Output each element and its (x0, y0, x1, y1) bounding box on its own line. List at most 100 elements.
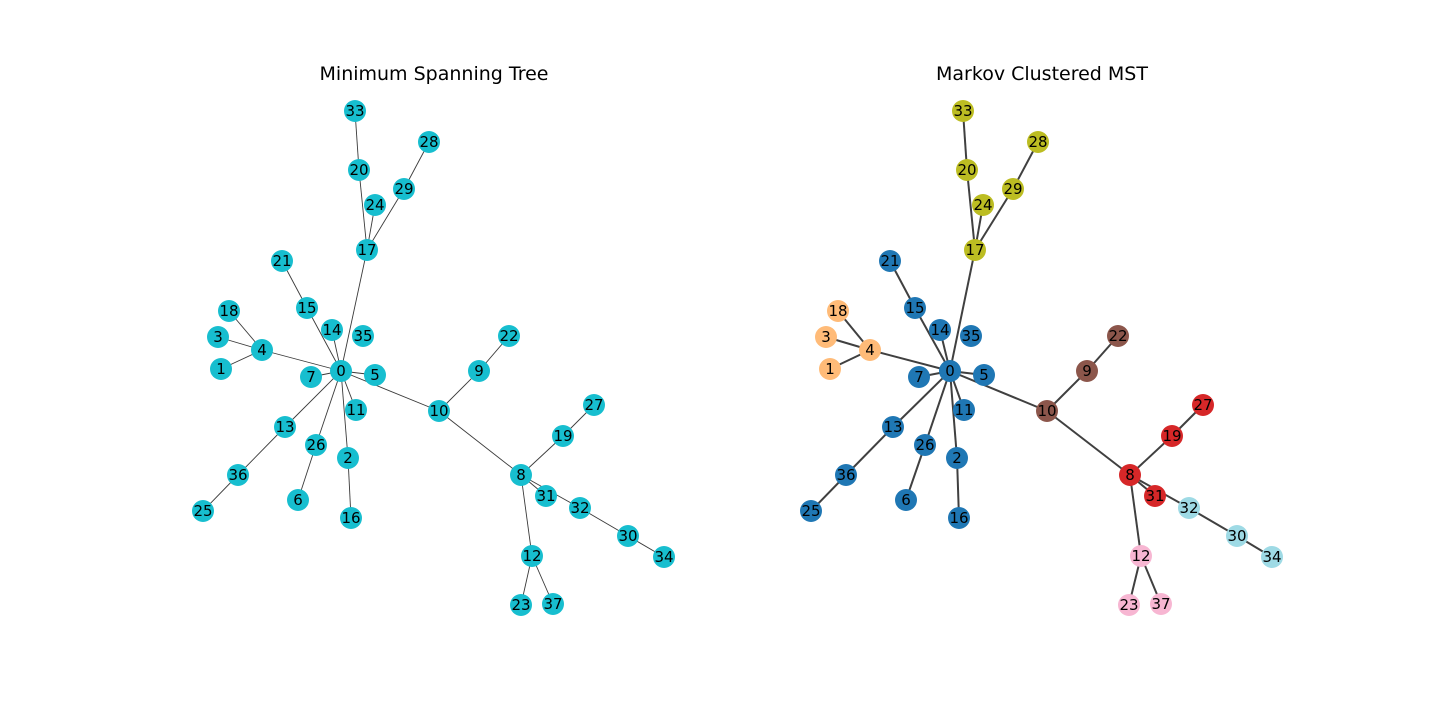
mst-node-16 (340, 507, 362, 529)
mst-panel-title: Minimum Spanning Tree (320, 63, 549, 85)
clustered-node-label-33: 33 (953, 102, 972, 120)
clustered-node-label-32: 32 (1179, 499, 1198, 517)
clustered-node-label-25: 25 (801, 502, 820, 520)
clustered-node-28 (1027, 131, 1049, 153)
mst-edge-0-17 (340, 249, 368, 372)
mst-node-label-22: 22 (499, 327, 518, 345)
clustered-node-label-31: 31 (1145, 487, 1164, 505)
mst-node-label-16: 16 (341, 509, 360, 527)
clustered-node-17 (964, 239, 986, 261)
clustered-node-23 (1118, 594, 1140, 616)
mst-node-30 (617, 525, 639, 547)
clustered-node-6 (895, 489, 917, 511)
mst-edge-0-13 (284, 370, 342, 428)
mst-edge-0-4 (261, 349, 342, 372)
clustered-node-0 (939, 360, 961, 382)
clustered-edge-8-12 (1129, 474, 1142, 557)
mst-node-label-27: 27 (584, 396, 603, 414)
mst-node-23 (510, 594, 532, 616)
mst-node-label-29: 29 (394, 180, 413, 198)
mst-edge-17-20 (358, 169, 368, 251)
clustered-node-3 (815, 326, 837, 348)
mst-node-14 (321, 319, 343, 341)
clustered-node-33 (952, 100, 974, 122)
clustered-node-36 (835, 464, 857, 486)
clustered-node-label-24: 24 (973, 196, 992, 214)
clustered-node-label-13: 13 (883, 418, 902, 436)
clustered-node-label-6: 6 (901, 491, 911, 509)
mst-node-label-20: 20 (349, 161, 368, 179)
mst-node-label-14: 14 (322, 321, 341, 339)
mst-nodes: 0123456789101112131415161718192021222324… (192, 100, 675, 616)
mst-edge-8-12 (520, 474, 533, 557)
mst-node-32 (569, 497, 591, 519)
clustered-node-label-22: 22 (1108, 327, 1127, 345)
mst-node-15 (296, 297, 318, 319)
clustered-node-label-19: 19 (1162, 427, 1181, 445)
mst-node-6 (287, 489, 309, 511)
clustered-node-label-36: 36 (836, 466, 855, 484)
mst-panel: Minimum Spanning Tree 012345678910111213… (192, 63, 675, 616)
clustered-node-13 (882, 416, 904, 438)
mst-node-13 (274, 416, 296, 438)
clustered-node-label-5: 5 (979, 366, 989, 384)
clustered-node-label-23: 23 (1119, 596, 1138, 614)
mst-node-label-25: 25 (193, 502, 212, 520)
mst-node-19 (552, 425, 574, 447)
clustered-edge-0-10 (949, 370, 1048, 412)
mst-node-35 (352, 325, 374, 347)
clustered-node-label-4: 4 (865, 341, 875, 359)
mst-edge-0-15 (306, 307, 342, 372)
mst-node-4 (251, 339, 273, 361)
clustered-node-label-18: 18 (828, 302, 847, 320)
mst-node-31 (535, 485, 557, 507)
clustered-edge-0-4 (869, 349, 951, 372)
clustered-node-22 (1107, 325, 1129, 347)
clustered-node-11 (953, 399, 975, 421)
clustered-node-label-37: 37 (1151, 595, 1170, 613)
clustered-edge-13-36 (845, 426, 894, 476)
mst-node-22 (498, 325, 520, 347)
mst-node-12 (521, 545, 543, 567)
clustered-node-5 (973, 364, 995, 386)
mst-edge-17-29 (366, 188, 405, 251)
mst-node-label-5: 5 (370, 366, 380, 384)
mst-node-18 (218, 300, 240, 322)
mst-edge-0-10 (340, 370, 440, 412)
clustered-node-label-27: 27 (1193, 396, 1212, 414)
clustered-node-1 (819, 358, 841, 380)
mst-node-label-8: 8 (516, 466, 526, 484)
clustered-node-label-28: 28 (1028, 133, 1047, 151)
mst-node-label-35: 35 (353, 327, 372, 345)
mst-edge-0-2 (340, 370, 349, 459)
clustered-edge-0-15 (914, 307, 951, 372)
clustered-node-label-34: 34 (1262, 548, 1281, 566)
clustered-node-label-2: 2 (952, 449, 962, 467)
mst-node-label-10: 10 (429, 402, 448, 420)
clustered-edge-0-17 (949, 249, 976, 372)
mst-node-2 (337, 447, 359, 469)
mst-node-21 (271, 250, 293, 272)
mst-node-label-0: 0 (336, 362, 346, 380)
clustered-node-30 (1226, 525, 1248, 547)
clustered-node-25 (800, 500, 822, 522)
clustered-node-7 (908, 366, 930, 388)
mst-node-label-19: 19 (553, 427, 572, 445)
mst-node-label-26: 26 (306, 436, 325, 454)
clustered-edge-17-29 (974, 188, 1014, 251)
mst-node-34 (653, 546, 675, 568)
mst-node-5 (364, 364, 386, 386)
clustered-node-8 (1119, 464, 1141, 486)
clustered-node-label-8: 8 (1125, 466, 1135, 484)
mst-node-label-32: 32 (570, 499, 589, 517)
mst-node-20 (348, 159, 370, 181)
clustered-node-label-29: 29 (1003, 180, 1022, 198)
clustered-node-18 (827, 300, 849, 322)
mst-node-1 (210, 358, 232, 380)
mst-node-33 (344, 100, 366, 122)
clustered-node-label-26: 26 (915, 436, 934, 454)
mst-node-label-23: 23 (511, 596, 530, 614)
mst-node-25 (192, 500, 214, 522)
clustered-node-label-30: 30 (1227, 527, 1246, 545)
